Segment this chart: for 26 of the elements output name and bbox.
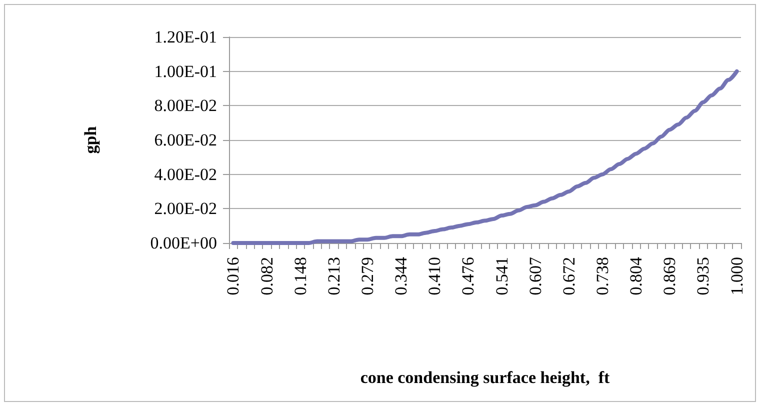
x-tick-label: 0.476: [458, 257, 478, 296]
y-tick-label: 6.00E-02: [154, 130, 217, 150]
x-tick-label: 0.541: [492, 257, 512, 296]
x-tick-label: 0.148: [290, 257, 310, 296]
x-tick-label: 0.607: [526, 256, 545, 296]
x-tick-label: 0.410: [425, 257, 444, 296]
y-tick-label: 4.00E-02: [154, 164, 217, 184]
x-tick-label: 0.935: [694, 257, 713, 296]
x-tick-label: 0.279: [358, 257, 377, 296]
x-tick-label: 0.082: [257, 257, 276, 296]
x-axis-title: cone condensing surface height, ft: [360, 368, 610, 387]
x-tick-label: 0.016: [224, 257, 243, 296]
y-tick-label: 1.00E-01: [154, 62, 217, 81]
y-tick-label: 2.00E-02: [154, 199, 217, 218]
y-tick-label: 0.00E+00: [150, 234, 217, 252]
x-tick-label: 0.869: [660, 257, 680, 296]
line-series: [231, 69, 739, 245]
x-tick-label: 0.804: [626, 256, 646, 296]
x-tick-label: 0.738: [593, 257, 612, 296]
x-tick-label: 0.672: [559, 257, 578, 296]
y-tick-label: 1.20E-01: [154, 28, 217, 46]
x-tick-label: 1.000: [727, 257, 746, 296]
x-tick-label: 0.213: [324, 257, 344, 296]
y-axis-title: gph: [81, 126, 100, 154]
y-tick-label: 8.00E-02: [154, 96, 217, 116]
x-tick-label: 0.344: [392, 256, 411, 296]
